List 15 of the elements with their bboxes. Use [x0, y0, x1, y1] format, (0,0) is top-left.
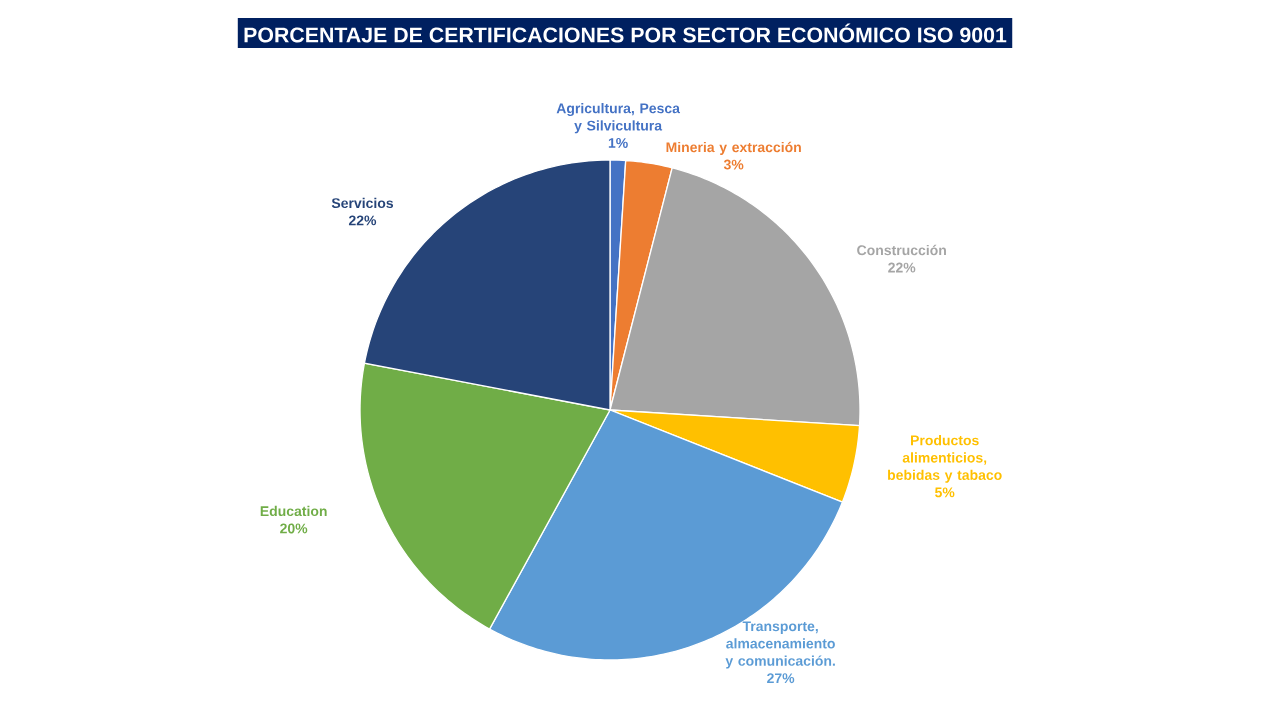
data-label: 5%: [935, 487, 955, 498]
data-label: 27%: [767, 673, 795, 684]
slice-label: Construcción: [857, 244, 946, 256]
data-label: 3%: [723, 159, 744, 170]
slice-label: Servicios: [331, 197, 394, 209]
data-label: 1%: [608, 138, 628, 148]
slice-label: Education: [260, 505, 327, 517]
data-label: 22%: [348, 215, 377, 226]
slice-label: Mineria y extracción: [666, 141, 801, 155]
slice-label: Transporte, almacenamiento y comunicación.: [725, 621, 835, 669]
data-label: 20%: [280, 523, 308, 534]
data-label: 22%: [888, 262, 916, 273]
slice-label: Productos alimenticios, bebidas y tabaco: [888, 435, 1002, 483]
slice-label: Agricultura, Pesca y Silvicultura: [556, 102, 681, 134]
chart-title: PORCENTAJE DE CERTIFICACIONES POR SECTOR ECONÓMICO ISO 9001: [244, 23, 1007, 43]
